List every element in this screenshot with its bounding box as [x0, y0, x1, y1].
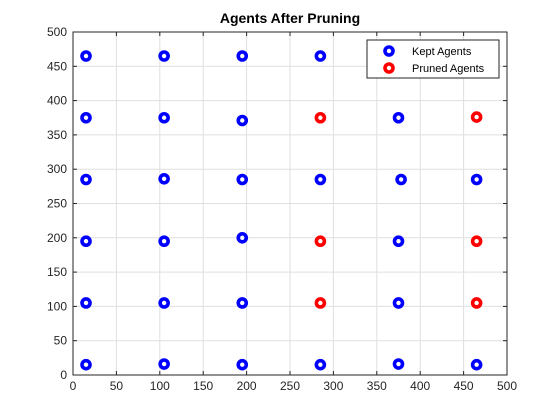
pruned-agents-point — [470, 111, 483, 123]
y-tick-label: 400 — [47, 94, 67, 108]
kept-agents-point — [158, 297, 170, 309]
kept-agents-point — [158, 173, 170, 185]
kept-agents-point — [236, 114, 249, 127]
y-tick-label: 200 — [47, 231, 67, 245]
kept-agents-point — [392, 235, 405, 248]
x-tick-label: 250 — [280, 379, 300, 393]
pruned-agents-point — [470, 297, 483, 309]
legend-label-pruned-agents: Pruned Agents — [412, 63, 485, 75]
pruned-agents-point — [314, 235, 327, 248]
x-tick-label: 200 — [237, 379, 257, 393]
pruned-agents-point — [314, 111, 327, 124]
kept-agents-point — [236, 232, 249, 244]
kept-agents-point — [80, 358, 92, 371]
x-tick-label: 50 — [110, 379, 124, 393]
x-tick-label: 450 — [454, 379, 474, 393]
kept-agents-point — [236, 297, 249, 309]
kept-agents-point — [236, 173, 249, 186]
y-tick-label: 250 — [47, 197, 67, 211]
kept-agents-point — [314, 50, 327, 62]
legend-marker-pruned-agents — [383, 62, 395, 74]
legend: Kept Agents Pruned Agents — [366, 39, 500, 79]
pruned-agents-point — [314, 297, 327, 309]
y-tick-label: 500 — [47, 25, 67, 39]
kept-agents-point — [80, 235, 92, 248]
chart-title: Agents After Pruning — [220, 10, 360, 26]
y-tick-label: 350 — [47, 128, 67, 142]
x-tick-label: 150 — [193, 379, 213, 393]
kept-agents-point — [158, 358, 170, 370]
axes — [72, 31, 508, 376]
kept-agents-point — [392, 358, 405, 370]
x-tick-label: 400 — [410, 379, 430, 393]
kept-agents-point — [314, 358, 327, 371]
kept-agents-point — [80, 173, 92, 186]
kept-agents-point — [80, 50, 92, 62]
x-tick-label: 350 — [367, 379, 387, 393]
kept-agents-point — [392, 297, 405, 309]
y-tick-label: 450 — [47, 59, 67, 73]
kept-agents-point — [395, 173, 407, 186]
legend-marker-kept-agents — [383, 45, 395, 57]
legend-label-kept-agents: Kept Agents — [412, 46, 472, 58]
x-tick-label: 300 — [323, 379, 343, 393]
kept-agents-point — [158, 235, 170, 248]
x-tick-label: 500 — [497, 379, 517, 393]
kept-agents-point — [470, 173, 483, 186]
y-tick-label: 100 — [47, 299, 67, 313]
kept-agents-point — [470, 358, 483, 371]
data-points — [80, 50, 483, 371]
kept-agents-point — [158, 50, 170, 62]
y-tick-label: 50 — [54, 334, 68, 348]
kept-agents-point — [392, 111, 405, 124]
kept-agents-point — [80, 297, 92, 309]
x-tick-label: 100 — [150, 379, 170, 393]
tick-labels: 0 50 100 150 200 250 300 350 400 450 500 0 50 100 150 2… — [47, 25, 517, 393]
kept-agents-point — [236, 50, 249, 62]
pruned-agents-point — [470, 235, 483, 248]
kept-agents-point — [80, 111, 92, 124]
kept-agents-point — [314, 173, 327, 186]
x-tick-label: 0 — [70, 379, 77, 393]
y-tick-label: 150 — [47, 265, 67, 279]
kept-agents-point — [158, 111, 170, 124]
y-tick-label: 0 — [60, 368, 67, 382]
y-tick-label: 300 — [47, 162, 67, 176]
kept-agents-point — [236, 358, 249, 371]
